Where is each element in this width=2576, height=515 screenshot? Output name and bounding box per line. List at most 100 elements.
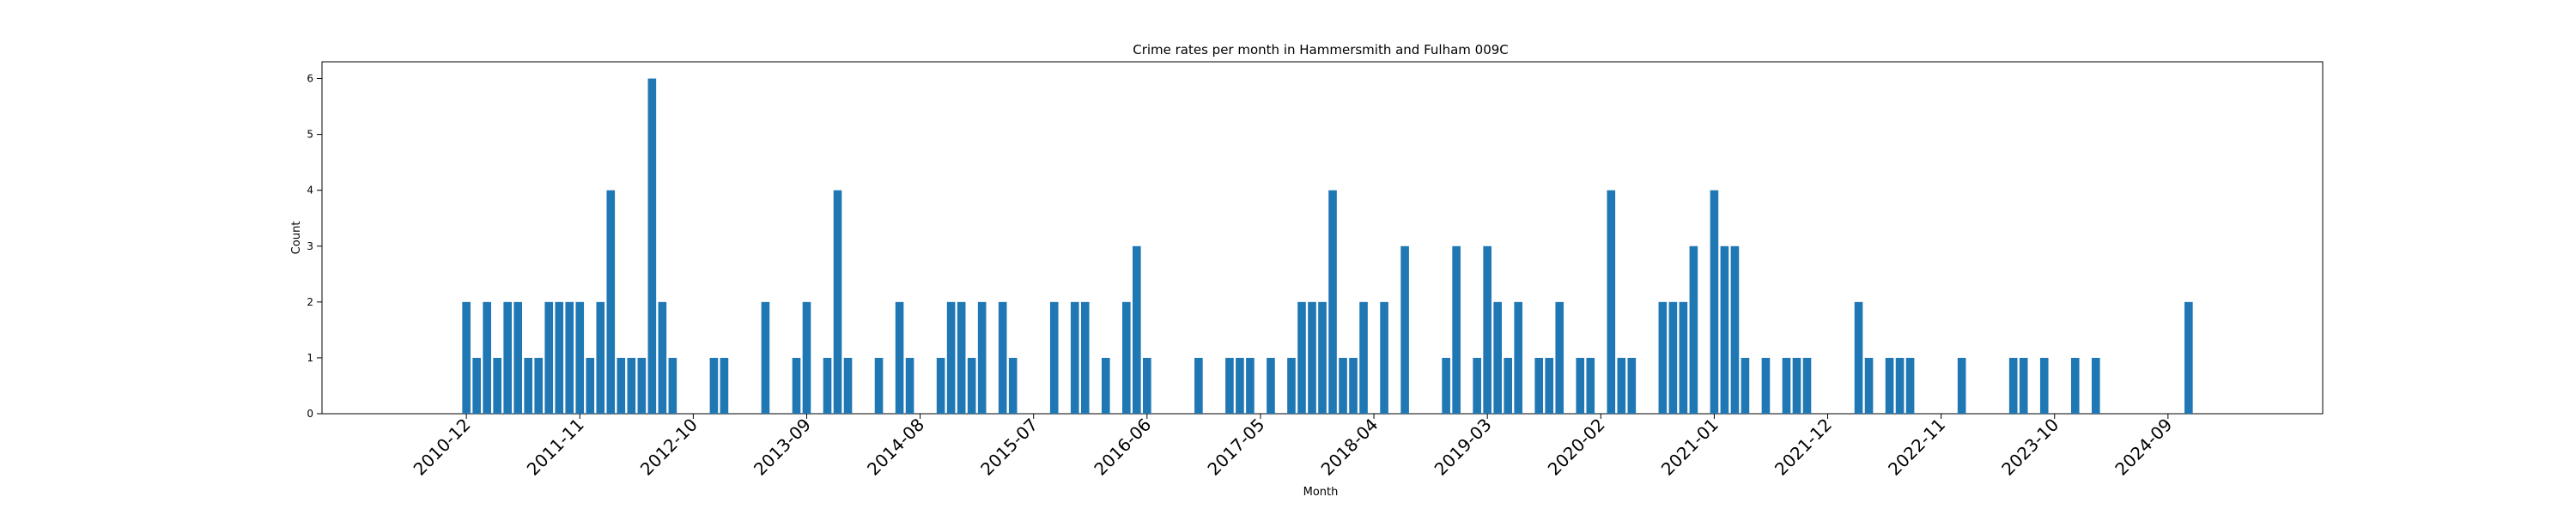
bar-2011-05 bbox=[513, 301, 522, 414]
bar-2011-07 bbox=[534, 357, 544, 414]
bars-group bbox=[462, 78, 2193, 415]
bar-2022-04 bbox=[1864, 357, 1874, 414]
bar-2024-11 bbox=[2184, 301, 2193, 414]
x-tick-label: 2021-01 bbox=[1657, 415, 1722, 480]
bar-2017-10 bbox=[1308, 301, 1316, 414]
bar-2013-09 bbox=[802, 301, 811, 414]
bar-2012-02 bbox=[606, 190, 616, 414]
bar-2021-06 bbox=[1761, 357, 1771, 414]
bar-2020-09 bbox=[1668, 301, 1678, 414]
bar-2022-08 bbox=[1905, 357, 1915, 414]
bar-2022-06 bbox=[1885, 357, 1894, 414]
y-axis-label: Count bbox=[290, 221, 303, 255]
bar-2017-04 bbox=[1246, 357, 1255, 414]
bar-2015-01 bbox=[967, 357, 976, 414]
bar-2018-05 bbox=[1380, 301, 1388, 414]
bar-2011-02 bbox=[483, 301, 491, 414]
bar-2016-06 bbox=[1143, 357, 1151, 414]
bar-2021-04 bbox=[1741, 357, 1750, 414]
bar-2019-08 bbox=[1534, 357, 1544, 414]
bar-2021-01 bbox=[1710, 190, 1719, 414]
bar-2011-06 bbox=[524, 357, 533, 414]
bar-2013-01 bbox=[720, 357, 729, 414]
bar-2018-01 bbox=[1339, 357, 1347, 414]
bar-2012-05 bbox=[637, 357, 647, 414]
bar-2014-07 bbox=[905, 357, 914, 414]
bar-2019-05 bbox=[1504, 357, 1512, 414]
bar-2011-12 bbox=[586, 357, 595, 414]
bar-2012-12 bbox=[709, 357, 719, 414]
bar-2022-03 bbox=[1854, 301, 1863, 414]
bar-2012-06 bbox=[647, 78, 657, 415]
bar-2013-12 bbox=[833, 190, 842, 414]
bar-2021-03 bbox=[1730, 245, 1740, 414]
y-axis: 0 1 2 3 4 5 6 bbox=[307, 73, 322, 420]
bar-2014-12 bbox=[957, 301, 966, 414]
x-tick-label: 2011-11 bbox=[523, 415, 588, 480]
bar-2021-08 bbox=[1782, 357, 1791, 414]
bar-2013-11 bbox=[823, 357, 832, 414]
x-tick-label: 2016-06 bbox=[1090, 415, 1155, 480]
bar-2019-03 bbox=[1483, 245, 1492, 414]
bar-2017-09 bbox=[1297, 301, 1306, 414]
bar-2015-05 bbox=[1008, 357, 1018, 414]
bar-2014-01 bbox=[843, 357, 853, 414]
bar-2019-02 bbox=[1473, 357, 1481, 414]
bar-2011-04 bbox=[503, 301, 512, 414]
bar-2018-07 bbox=[1400, 245, 1409, 414]
bar-2020-01 bbox=[1586, 357, 1595, 414]
bar-2017-08 bbox=[1287, 357, 1296, 414]
bar-2011-01 bbox=[472, 357, 481, 414]
bar-2020-05 bbox=[1627, 357, 1637, 414]
x-tick-label: 2017-05 bbox=[1203, 415, 1268, 480]
bar-2014-10 bbox=[936, 357, 945, 414]
bar-2021-09 bbox=[1792, 357, 1801, 414]
bar-2011-10 bbox=[565, 301, 574, 414]
y-tick-label: 2 bbox=[307, 296, 313, 308]
bar-2015-02 bbox=[977, 301, 987, 414]
bar-2011-09 bbox=[555, 301, 564, 414]
bar-2016-05 bbox=[1133, 245, 1141, 414]
x-tick-label: 2012-10 bbox=[636, 415, 702, 480]
x-tick-label: 2023-10 bbox=[1997, 415, 2063, 480]
y-tick-label: 6 bbox=[307, 73, 313, 85]
bar-2018-11 bbox=[1442, 357, 1450, 414]
bar-2010-12 bbox=[462, 301, 471, 414]
x-tick-label: 2014-08 bbox=[863, 415, 928, 480]
y-tick-label: 3 bbox=[307, 240, 313, 252]
bar-2019-09 bbox=[1545, 357, 1554, 414]
bar-2014-04 bbox=[874, 357, 884, 414]
bar-2023-07 bbox=[2019, 357, 2028, 414]
bar-2017-12 bbox=[1328, 190, 1337, 414]
bar-2020-10 bbox=[1679, 301, 1688, 414]
bar-2023-09 bbox=[2039, 357, 2049, 414]
bar-2012-07 bbox=[658, 301, 667, 414]
bar-2011-08 bbox=[544, 301, 554, 414]
x-tick-label: 2024-09 bbox=[2111, 415, 2176, 480]
bar-2020-03 bbox=[1607, 190, 1616, 414]
bar-2013-08 bbox=[792, 357, 801, 414]
bar-2018-12 bbox=[1452, 245, 1461, 414]
x-axis-label: Month bbox=[1303, 486, 1339, 499]
bar-2019-12 bbox=[1576, 357, 1585, 414]
bar-2019-04 bbox=[1493, 301, 1502, 414]
bar-2012-04 bbox=[627, 357, 636, 414]
x-tick-label: 2021-12 bbox=[1771, 415, 1836, 480]
bar-2012-03 bbox=[617, 357, 626, 414]
bar-2016-11 bbox=[1194, 357, 1203, 414]
bar-2017-02 bbox=[1225, 357, 1234, 414]
bar-2016-04 bbox=[1122, 301, 1131, 414]
bar-2015-12 bbox=[1080, 301, 1090, 414]
bar-2020-11 bbox=[1689, 245, 1698, 414]
x-tick-label: 2019-03 bbox=[1431, 415, 1496, 480]
y-tick-label: 0 bbox=[307, 408, 313, 420]
bar-2014-11 bbox=[946, 301, 956, 414]
bar-2018-02 bbox=[1349, 357, 1358, 414]
bar-2018-03 bbox=[1359, 301, 1368, 414]
y-tick-label: 4 bbox=[307, 185, 313, 197]
bar-2019-10 bbox=[1555, 301, 1564, 414]
bar-2015-09 bbox=[1049, 301, 1059, 414]
x-tick-label: 2022-11 bbox=[1884, 415, 1949, 480]
bar-2021-10 bbox=[1802, 357, 1812, 414]
